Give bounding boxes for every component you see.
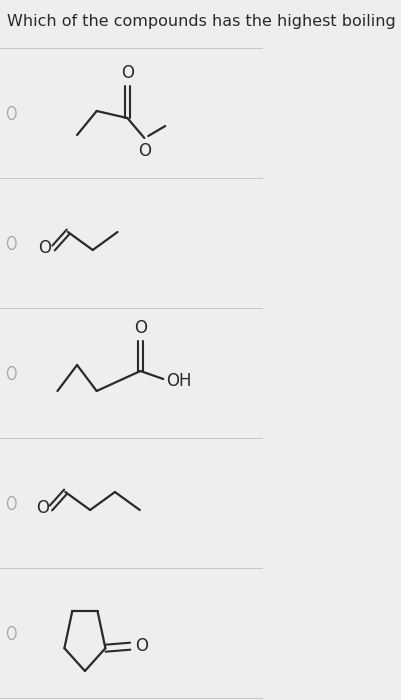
Text: O: O	[134, 319, 146, 337]
Text: O: O	[138, 142, 151, 160]
Text: O: O	[38, 239, 51, 257]
Text: OH: OH	[166, 372, 191, 390]
Text: O: O	[134, 637, 148, 655]
Text: Which of the compounds has the highest boiling point?: Which of the compounds has the highest b…	[6, 14, 401, 29]
Text: O: O	[36, 499, 49, 517]
Text: O: O	[121, 64, 134, 82]
